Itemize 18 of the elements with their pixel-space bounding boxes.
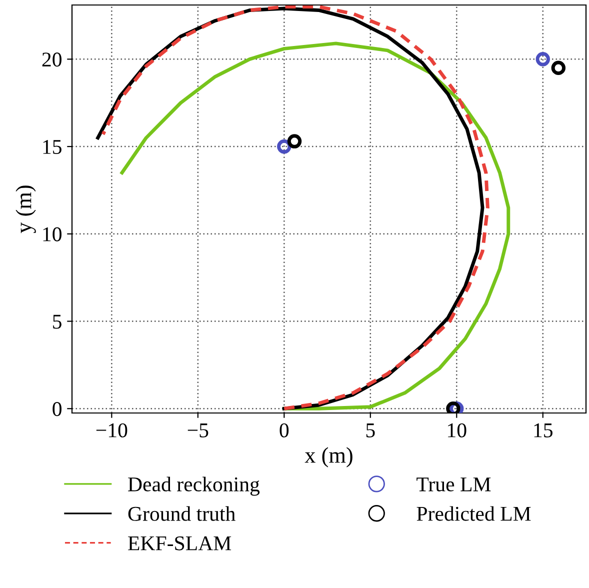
x-tick-label: 10 — [448, 423, 466, 438]
y-tick-label: 0 — [52, 402, 62, 416]
y-tick-label: 20 — [42, 52, 62, 67]
legend-label: Ground truth — [128, 506, 236, 521]
x-tick-label: 15 — [534, 423, 552, 438]
x-axis-title: x (m) — [304, 447, 352, 468]
y-axis-title: y (m) — [16, 186, 36, 234]
legend-label: True LM — [416, 478, 491, 492]
x-tick-label: −5 — [188, 424, 208, 438]
x-tick-label: 0 — [280, 423, 289, 438]
legend-label: EKF-SLAM — [128, 536, 232, 550]
legend-label: Dead reckoning — [128, 476, 260, 496]
x-tick-label: −10 — [96, 423, 128, 438]
y-tick-label: 15 — [43, 140, 62, 154]
x-tick-label: 5 — [366, 424, 375, 438]
y-tick-label: 5 — [53, 314, 62, 329]
legend-label: Predicted LM — [416, 506, 531, 521]
y-tick-label: 10 — [43, 227, 62, 242]
